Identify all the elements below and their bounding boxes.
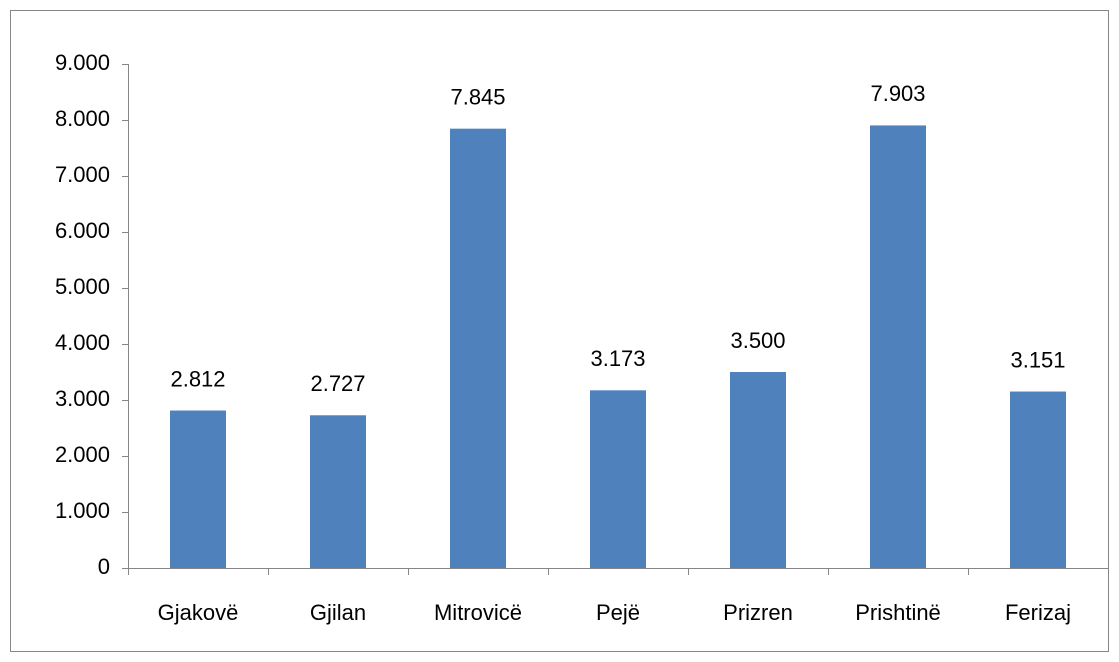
x-tick-label: Prishtinë	[855, 600, 941, 625]
y-tick-label: 0	[98, 554, 110, 579]
data-label: 7.903	[870, 81, 925, 106]
data-label: 3.500	[730, 328, 785, 353]
bar	[1010, 391, 1066, 568]
bar	[590, 390, 646, 568]
data-label: 3.151	[1010, 347, 1065, 372]
y-tick-label: 5.000	[55, 274, 110, 299]
data-label: 3.173	[590, 346, 645, 371]
bar	[170, 410, 226, 568]
y-tick-label: 2.000	[55, 442, 110, 467]
x-tick-label: Mitrovicë	[434, 600, 522, 625]
bar	[730, 372, 786, 568]
y-tick-label: 7.000	[55, 162, 110, 187]
data-label: 2.727	[310, 371, 365, 396]
bar	[450, 128, 506, 568]
x-tick-label: Ferizaj	[1005, 600, 1071, 625]
y-tick-label: 8.000	[55, 106, 110, 131]
x-tick-label: Prizren	[723, 600, 793, 625]
x-tick-label: Gjakovë	[158, 600, 239, 625]
bar	[310, 415, 366, 568]
y-tick-label: 9.000	[55, 50, 110, 75]
bar	[870, 125, 926, 568]
data-label: 2.812	[170, 366, 225, 391]
x-tick-label: Gjilan	[310, 600, 366, 625]
data-label: 7.845	[450, 84, 505, 109]
y-tick-label: 6.000	[55, 218, 110, 243]
y-tick-label: 4.000	[55, 330, 110, 355]
y-tick-label: 3.000	[55, 386, 110, 411]
y-tick-label: 1.000	[55, 498, 110, 523]
x-tick-label: Pejë	[596, 600, 640, 625]
